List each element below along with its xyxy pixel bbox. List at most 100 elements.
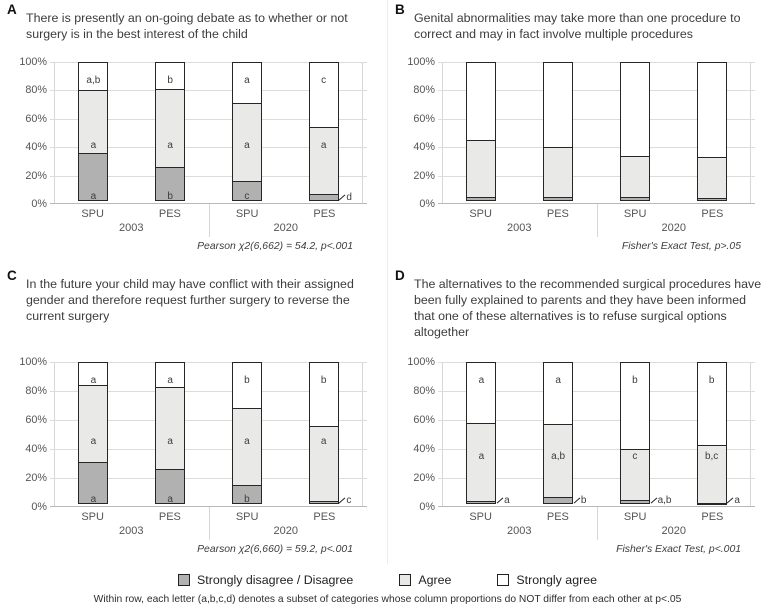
legend-item-strongly-disagree: Strongly disagree / Disagree bbox=[177, 573, 353, 587]
panel-grid: A There is presently an on-going debate … bbox=[0, 0, 775, 564]
x-axis-line bbox=[50, 203, 367, 204]
segment-strongly-agree bbox=[78, 62, 109, 92]
plot-wrap: a,b a a b a b bbox=[50, 62, 367, 252]
panel-d: D The alternatives to the recommended su… bbox=[387, 266, 775, 564]
y-tick-label: 20% bbox=[25, 472, 47, 484]
year-labels: 2003 2020 bbox=[54, 523, 363, 537]
segment-disagree bbox=[78, 461, 109, 504]
group-divider bbox=[208, 204, 210, 237]
gridline bbox=[50, 175, 367, 177]
site-label: SPU bbox=[469, 511, 492, 523]
site-label: SPU bbox=[81, 511, 104, 523]
y-tick-label: 40% bbox=[25, 141, 47, 154]
segment-strongly-agree bbox=[155, 362, 186, 389]
segment-disagree bbox=[696, 502, 727, 505]
bar-slot bbox=[520, 62, 597, 204]
y-tick-label: 100% bbox=[19, 56, 47, 68]
subset-letter-callout: a,b bbox=[650, 495, 672, 506]
gridline bbox=[438, 90, 755, 92]
y-tick-label: 60% bbox=[25, 112, 47, 125]
segment-agree bbox=[78, 385, 109, 464]
y-tick-label: 100% bbox=[19, 356, 47, 368]
x-axis: SPU PES SPU PES 2003 2020 bbox=[442, 507, 751, 541]
y-axis: 100% 80% 60% 40% 20% 0% bbox=[398, 356, 442, 513]
bar-slot bbox=[673, 62, 750, 204]
subset-letter: a bbox=[320, 140, 327, 151]
site-label: PES bbox=[701, 208, 724, 220]
subset-letter: a bbox=[167, 140, 173, 151]
site-label: SPU bbox=[623, 511, 647, 523]
subset-letter: a bbox=[320, 436, 327, 447]
site-label: PES bbox=[701, 511, 724, 523]
gridline bbox=[50, 90, 367, 92]
subset-letter: c bbox=[244, 191, 250, 202]
gridline bbox=[438, 420, 755, 421]
subset-letter: a bbox=[167, 375, 173, 386]
subset-letter: a,b bbox=[551, 451, 566, 462]
y-tick-label: 100% bbox=[407, 56, 435, 68]
segment-strongly-agree bbox=[466, 362, 497, 425]
site-label: PES bbox=[546, 208, 569, 220]
y-tick-label: 20% bbox=[413, 169, 435, 182]
segment-disagree bbox=[466, 196, 497, 201]
segment-agree bbox=[543, 424, 574, 499]
y-tick-label: 0% bbox=[419, 198, 435, 210]
y-axis: 100% 80% 60% 40% 20% 0% bbox=[398, 56, 442, 210]
bar-slot bbox=[443, 62, 520, 204]
segment-strongly-agree bbox=[696, 362, 727, 447]
legend-label: Agree bbox=[418, 573, 452, 587]
y-tick-label: 80% bbox=[25, 385, 47, 397]
panel-b-title: Genital abnormalities may take more than… bbox=[414, 11, 741, 42]
subset-letter: b bbox=[708, 375, 715, 386]
x-axis-line bbox=[438, 506, 755, 507]
bar-pes-2020: b b,c a bbox=[696, 362, 740, 507]
bar-slot: c a d bbox=[285, 62, 362, 204]
subset-letter-callout: b bbox=[573, 495, 587, 506]
segment-strongly-agree bbox=[543, 62, 574, 149]
year-label: 2020 bbox=[661, 222, 686, 234]
bar-spu-2003: a a a bbox=[466, 362, 510, 507]
bar-slot: b a b bbox=[209, 362, 286, 507]
x-axis: SPU PES SPU PES 2003 2020 bbox=[54, 507, 363, 541]
bar-spu-2003: a a a bbox=[78, 362, 109, 507]
plot-wrap: a a a a a,b b bbox=[438, 362, 755, 555]
subset-letter: a bbox=[244, 140, 250, 151]
plot-wrap: SPU PES SPU PES 2003 2020 Fisher's Exact… bbox=[438, 62, 755, 252]
gridline bbox=[50, 62, 367, 63]
segment-disagree bbox=[308, 193, 339, 201]
year-labels: 2003 2020 bbox=[54, 220, 363, 234]
year-label: 2003 bbox=[119, 222, 144, 234]
gridline bbox=[438, 362, 755, 363]
bar-pes-2020: b a c bbox=[308, 362, 351, 507]
plot-wrap: a a a a a a bbox=[50, 362, 367, 555]
y-tick-label: 0% bbox=[419, 501, 435, 513]
segment-strongly-agree bbox=[543, 362, 574, 426]
legend-item-strongly-agree: Strongly agree bbox=[497, 573, 597, 587]
year-label: 2003 bbox=[119, 525, 144, 537]
subset-letter: b,c bbox=[704, 451, 719, 462]
stat-footnote: Pearson χ2(6,662) = 54.2, p<.001 bbox=[197, 241, 353, 252]
year-label: 2020 bbox=[273, 525, 298, 537]
figure-note: Within row, each letter (a,b,c,d) denote… bbox=[93, 594, 682, 605]
bar-slot: a a a bbox=[443, 362, 520, 507]
bar-slot: a a a bbox=[132, 362, 209, 507]
segment-strongly-agree bbox=[308, 62, 339, 129]
segment-agree bbox=[308, 127, 339, 196]
gridline bbox=[50, 118, 367, 120]
site-label: PES bbox=[313, 511, 336, 523]
bar-slot: b a c bbox=[285, 362, 362, 507]
segment-disagree bbox=[696, 198, 727, 201]
gridline bbox=[438, 62, 755, 63]
panel-d-title: The alternatives to the recommended surg… bbox=[414, 277, 762, 340]
subset-letter: c bbox=[632, 451, 638, 462]
stat-footnote: Fisher's Exact Test, p<.001 bbox=[616, 544, 741, 555]
subset-letter: b bbox=[167, 75, 173, 86]
bar-pes-2003: a a a bbox=[155, 362, 186, 507]
panel-b: B Genital abnormalities may take more th… bbox=[387, 0, 775, 266]
segment-agree bbox=[155, 88, 186, 169]
bar-spu-2020 bbox=[619, 62, 650, 204]
site-label: PES bbox=[546, 511, 569, 523]
segment-disagree bbox=[543, 496, 574, 504]
x-axis-line bbox=[438, 203, 755, 204]
bar-spu-2020: b c a,b bbox=[619, 362, 671, 507]
